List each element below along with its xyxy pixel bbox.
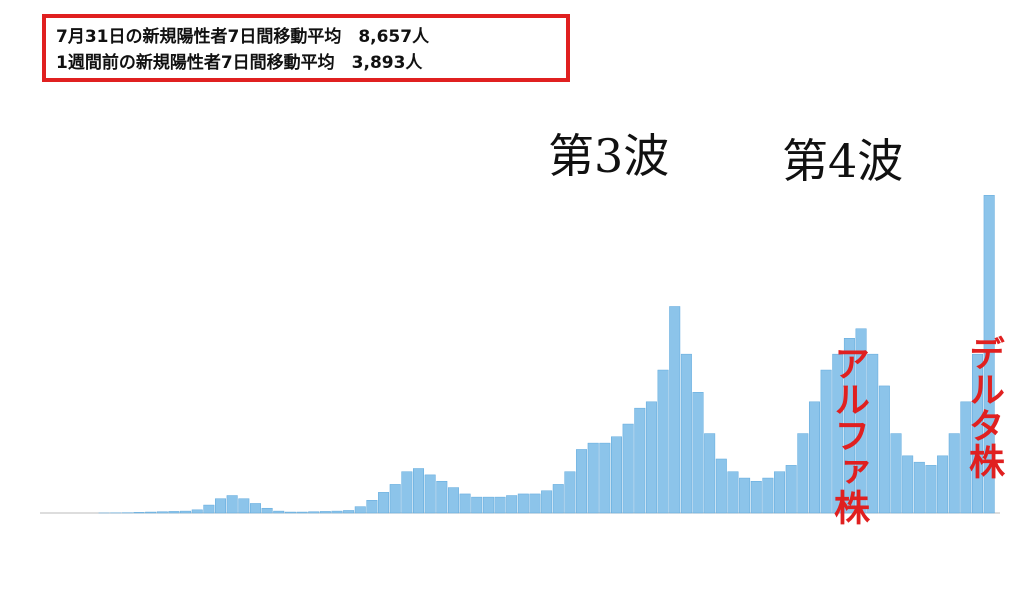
bar [657, 369, 669, 514]
bar [191, 509, 203, 514]
bar [133, 512, 145, 514]
bar [925, 465, 937, 514]
bar [645, 401, 657, 514]
bar [611, 436, 622, 514]
bar [622, 423, 634, 514]
bar [203, 504, 215, 514]
bar [238, 498, 250, 514]
bar [226, 495, 238, 514]
bar [587, 442, 599, 514]
bar [168, 511, 180, 514]
bar [459, 493, 471, 514]
bar [774, 471, 786, 514]
bar [902, 455, 914, 514]
bar [843, 338, 855, 514]
bar [343, 510, 355, 514]
bar [727, 471, 739, 514]
bar [599, 442, 611, 514]
bar [541, 490, 553, 514]
bar [937, 455, 949, 514]
bar [249, 503, 261, 514]
bar [308, 511, 320, 514]
bar [319, 511, 331, 514]
bar [354, 506, 366, 514]
info-line: 7月31日の新規陽性者7日間移動平均 8,657人 [56, 27, 430, 47]
bar [145, 511, 157, 514]
info-line: 1週間前の新規陽性者7日間移動平均 3,893人 [56, 53, 423, 73]
bar [424, 474, 436, 514]
bar [261, 507, 273, 514]
bar [436, 480, 448, 514]
bar [878, 385, 890, 514]
bar [890, 433, 902, 514]
bar [913, 461, 925, 514]
bar [413, 468, 424, 514]
annotation: 第3波 [548, 129, 670, 183]
bar [680, 353, 692, 514]
info-box: 7月31日の新規陽性者7日間移動平均 8,657人 1週間前の新規陽性者7日間移… [42, 14, 570, 82]
bar [960, 401, 972, 514]
bar [471, 496, 483, 514]
bar [669, 306, 681, 514]
bar [366, 500, 378, 514]
bar [820, 369, 832, 514]
bar [832, 353, 844, 514]
bar [715, 458, 727, 514]
bar [529, 493, 541, 514]
bar [389, 484, 401, 514]
bar [378, 492, 390, 514]
bar [634, 407, 646, 514]
bar [692, 392, 704, 514]
bar [506, 495, 518, 514]
bar [552, 484, 564, 514]
bar [447, 487, 459, 514]
bar [284, 511, 296, 514]
bar [983, 195, 995, 514]
bar [156, 511, 168, 514]
bar [564, 471, 576, 514]
red-annotation: デルタ株 [963, 335, 1004, 479]
bar [482, 496, 494, 514]
red-annotation: アルファ株 [828, 345, 869, 525]
bar [867, 353, 879, 514]
bar [972, 353, 984, 514]
bar [808, 401, 820, 514]
annotation: 第4波 [782, 134, 904, 188]
bar [762, 477, 774, 514]
bar [750, 480, 762, 514]
bar [576, 449, 588, 514]
bar [401, 471, 413, 514]
bar [704, 433, 716, 514]
bar [273, 510, 285, 514]
bar [517, 493, 529, 514]
bar [739, 477, 751, 514]
bar [296, 511, 308, 514]
bar [215, 498, 227, 514]
bar [948, 433, 960, 514]
bar [494, 496, 506, 514]
bar [180, 510, 192, 514]
bar [855, 328, 867, 514]
bar [797, 433, 809, 514]
bar [331, 510, 343, 514]
bar [785, 465, 797, 514]
